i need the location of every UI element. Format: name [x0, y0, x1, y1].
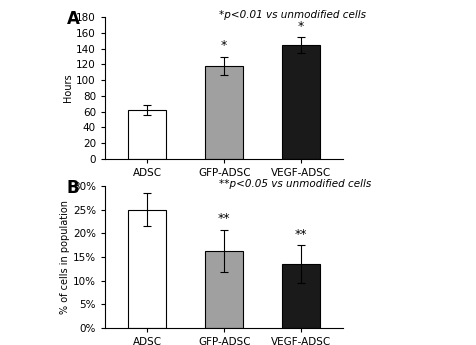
Text: **: ** — [294, 228, 307, 241]
Y-axis label: Hours: Hours — [63, 74, 73, 102]
Text: **p<0.05 vs unmodified cells: **p<0.05 vs unmodified cells — [219, 179, 371, 189]
Y-axis label: % of cells in population: % of cells in population — [60, 200, 70, 314]
Bar — [281, 264, 320, 328]
Bar — [128, 110, 166, 159]
Text: A: A — [67, 10, 79, 28]
Bar — [205, 66, 243, 159]
Text: *: * — [298, 20, 304, 33]
Text: B: B — [67, 179, 79, 197]
Text: *: * — [220, 39, 227, 52]
Bar — [205, 251, 243, 328]
Text: **: ** — [218, 213, 230, 225]
Bar — [128, 210, 166, 328]
Bar — [281, 45, 320, 159]
Text: *p<0.01 vs unmodified cells: *p<0.01 vs unmodified cells — [219, 10, 366, 20]
